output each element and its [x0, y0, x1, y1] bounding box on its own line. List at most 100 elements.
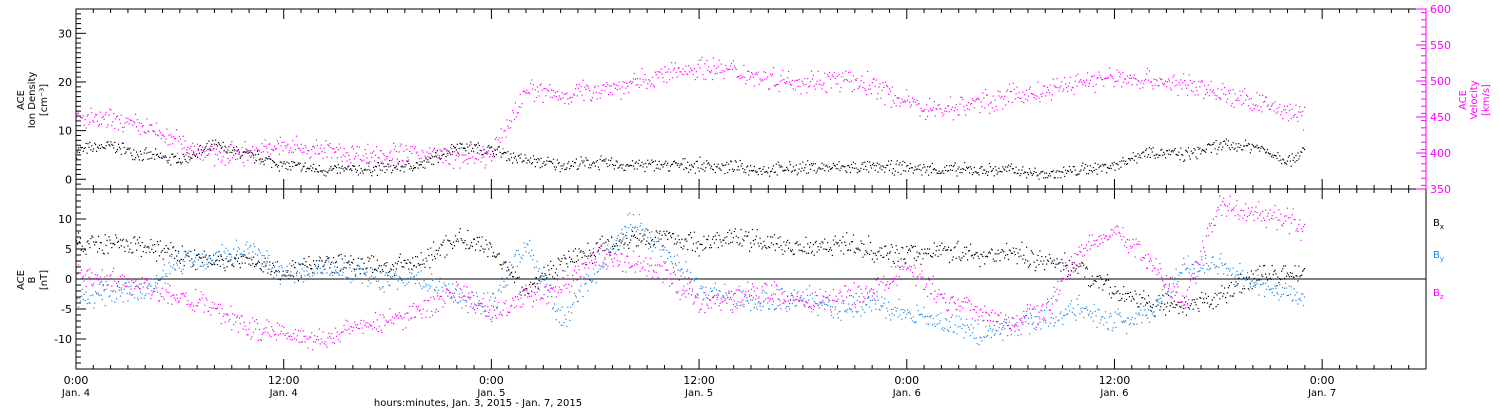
density-point — [381, 169, 383, 172]
density-point — [707, 163, 709, 165]
bx-point — [942, 249, 944, 251]
bx-point — [991, 249, 993, 251]
density-point — [1241, 149, 1243, 151]
by-point — [460, 289, 462, 291]
density-point — [542, 162, 544, 164]
by-point — [503, 280, 505, 282]
density-point — [1097, 163, 1099, 165]
density-point — [1136, 162, 1138, 164]
velocity-point — [1027, 95, 1030, 97]
by-point — [193, 261, 195, 263]
density-point — [818, 166, 820, 169]
density-point — [428, 161, 430, 163]
bx-point — [1172, 306, 1174, 308]
velocity-point — [693, 68, 695, 70]
velocity-point — [619, 88, 621, 90]
by-point — [191, 258, 193, 260]
density-point — [1103, 165, 1105, 167]
density-point — [118, 146, 120, 148]
density-point — [1047, 177, 1049, 179]
b-axis-title-line3: [nT] — [39, 270, 50, 290]
density-point — [994, 166, 996, 168]
density-point — [92, 150, 94, 152]
bx-point — [1064, 252, 1066, 254]
by-point — [338, 274, 340, 276]
velocity-point — [1225, 94, 1227, 96]
density-point — [1090, 170, 1092, 172]
velocity-point — [844, 78, 846, 81]
bx-point — [1091, 275, 1093, 277]
by-point — [402, 282, 404, 284]
bx-point — [1167, 294, 1170, 296]
density-point — [1114, 169, 1116, 171]
velocity-point — [449, 163, 451, 166]
bx-point — [453, 245, 456, 247]
velocity-point — [412, 146, 414, 148]
density-point — [929, 165, 932, 167]
density-point — [389, 160, 391, 162]
bx-point — [807, 243, 809, 245]
velocity-point — [963, 106, 965, 108]
bx-point — [556, 274, 558, 276]
bx-point — [716, 232, 718, 234]
bx-point — [412, 257, 414, 259]
density-point — [1012, 168, 1014, 170]
by-point — [289, 263, 291, 265]
by-point — [482, 306, 484, 308]
velocity-point — [1113, 85, 1115, 88]
bx-point — [131, 252, 133, 254]
velocity-point — [257, 149, 259, 151]
density-point — [770, 170, 773, 172]
velocity-point — [418, 158, 420, 160]
bx-point — [563, 254, 565, 256]
velocity-point — [200, 154, 202, 156]
density-point — [1004, 169, 1006, 171]
velocity-point — [1168, 80, 1170, 82]
bx-point — [937, 255, 939, 257]
by-point — [282, 274, 284, 276]
by-point — [690, 271, 692, 273]
velocity-point — [1304, 106, 1306, 108]
velocity-point — [425, 158, 427, 160]
by-point — [126, 292, 128, 295]
density-point — [1042, 170, 1044, 172]
velocity-point — [913, 98, 915, 100]
velocity-point — [128, 123, 130, 125]
velocity-point — [580, 85, 582, 87]
bx-point — [527, 292, 529, 294]
velocity-point — [696, 76, 698, 78]
density-point — [823, 164, 825, 166]
bx-point — [1286, 272, 1288, 274]
bx-point — [202, 256, 204, 258]
velocity-point — [471, 143, 473, 145]
velocity-point — [1214, 94, 1216, 96]
by-point — [457, 302, 459, 304]
bx-point — [1081, 261, 1083, 264]
velocity-point — [362, 155, 364, 157]
velocity-point — [969, 103, 972, 105]
density-point — [1106, 166, 1109, 169]
bx-point — [573, 261, 576, 263]
bx-point — [143, 246, 145, 248]
velocity-point — [1255, 104, 1257, 106]
density-point — [221, 146, 223, 148]
by-point — [491, 305, 493, 307]
bx-point — [373, 256, 375, 258]
velocity-point — [780, 75, 782, 77]
by-point — [219, 254, 221, 256]
velocity-point — [1158, 85, 1160, 87]
velocity-point — [279, 136, 281, 138]
by-point — [76, 299, 78, 301]
density-point — [573, 162, 576, 164]
velocity-point — [1081, 81, 1083, 83]
velocity-point — [118, 119, 120, 121]
velocity-point — [842, 72, 844, 74]
bx-point — [247, 257, 249, 259]
velocity-point — [439, 149, 441, 151]
density-point — [194, 154, 196, 156]
bx-point — [200, 257, 202, 259]
velocity-point — [427, 156, 429, 158]
bx-point — [377, 267, 379, 269]
by-point — [606, 268, 608, 270]
bx-point — [759, 237, 761, 239]
